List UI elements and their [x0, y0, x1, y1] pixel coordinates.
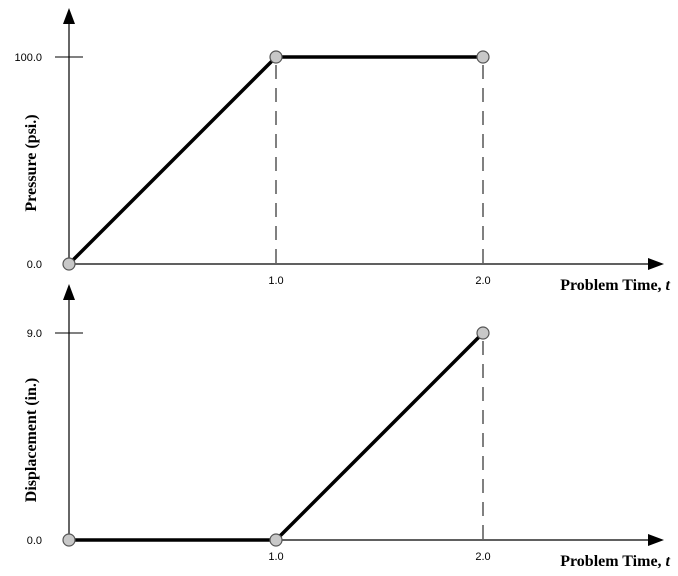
displacement-y-axis-arrow	[63, 284, 75, 300]
pressure-x-axis-title: Problem Time, t	[560, 277, 670, 294]
pressure-series-segment-0	[67, 55, 278, 266]
pressure-data-point-0	[62, 257, 76, 271]
pressure-x-tick-label-0: 1.0	[268, 275, 283, 287]
displacement-y-tick-label-1: 9.0	[27, 328, 42, 340]
pressure-y-axis-arrow	[63, 8, 75, 24]
displacement-x-tick-label-0: 1.0	[268, 551, 283, 563]
displacement-series-segment-1	[274, 331, 485, 542]
displacement-data-point-0	[62, 533, 76, 547]
displacement-y-tick-label-0: 0.0	[27, 535, 42, 547]
pressure-x-axis-arrow	[648, 258, 664, 270]
pressure-data-point-1	[269, 50, 283, 64]
pressure-x-tick-label-1: 2.0	[475, 275, 490, 287]
pressure-chart: 0.0 100.0 1.0 2.0 Problem Time, t Pressu…	[14, 8, 671, 294]
displacement-x-axis-title: Problem Time, t	[560, 553, 670, 570]
displacement-x-tick-label-1: 2.0	[475, 551, 490, 563]
displacement-data-point-1	[269, 533, 283, 547]
pressure-y-axis-title: Pressure (psi.)	[23, 114, 40, 211]
displacement-x-axis-arrow	[648, 534, 664, 546]
displacement-chart: 0.0 9.0 1.0 2.0 Problem Time, t Displace…	[23, 284, 671, 570]
pressure-y-tick-label-1: 100.0	[14, 52, 42, 64]
displacement-data-point-2	[476, 326, 490, 340]
pressure-y-tick-label-0: 0.0	[27, 259, 42, 271]
displacement-y-axis-title: Displacement (in.)	[23, 378, 40, 502]
pressure-data-point-2	[476, 50, 490, 64]
